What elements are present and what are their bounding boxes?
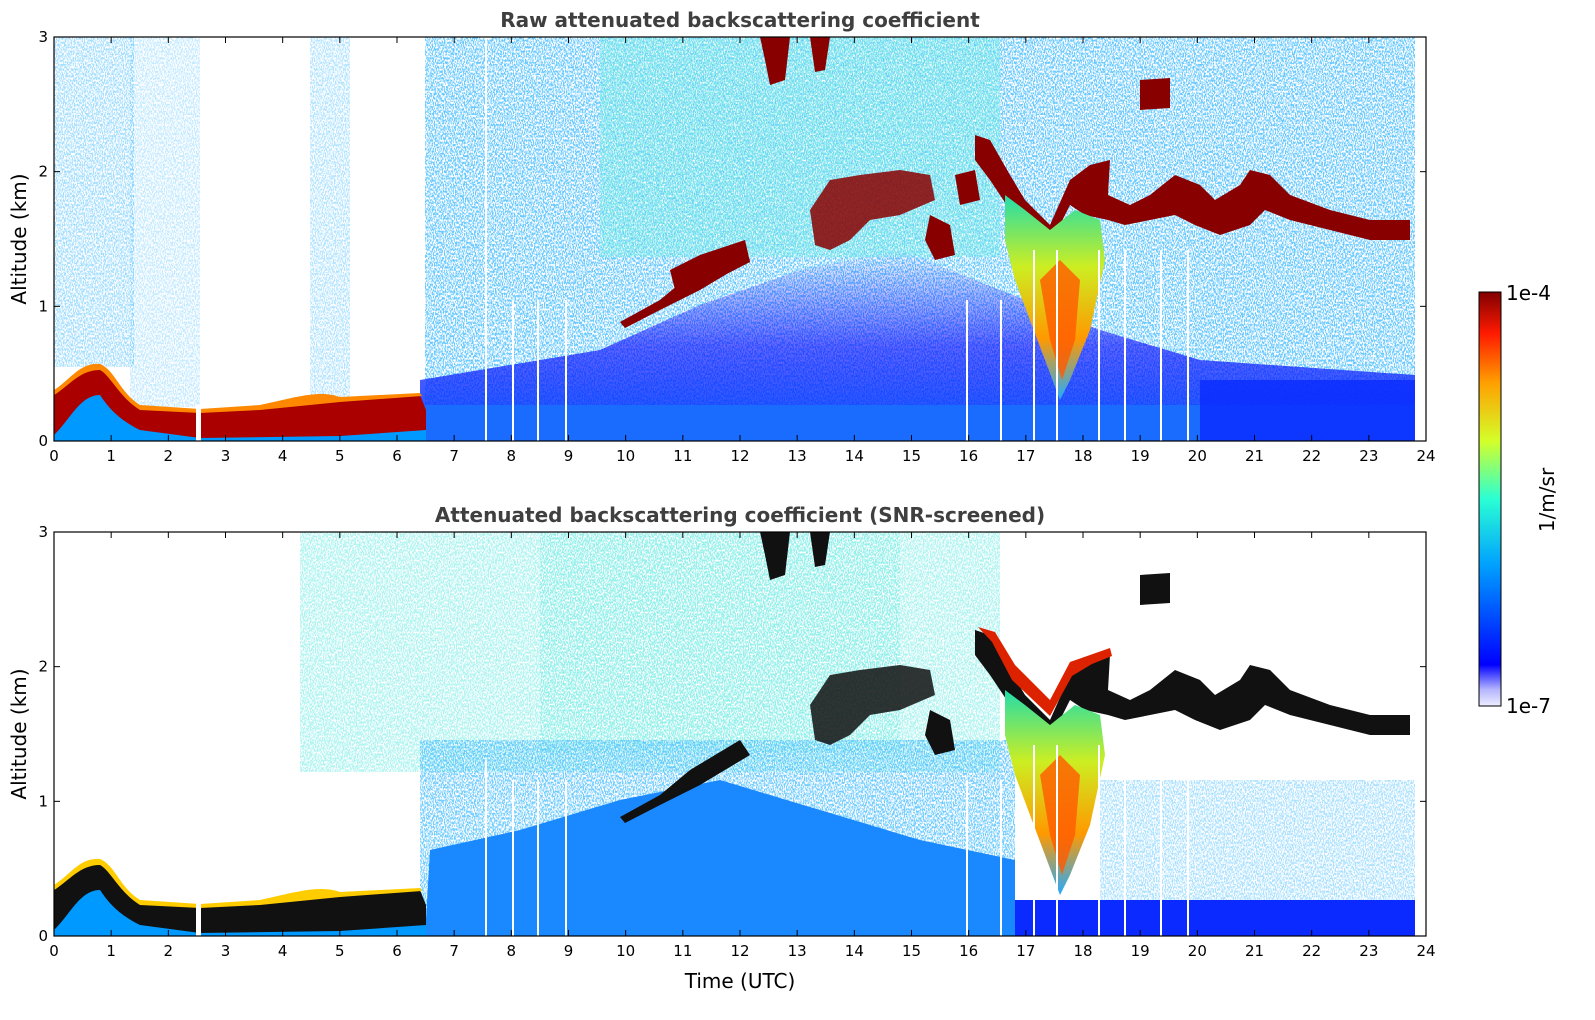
- colorbar-unit-label: 1/m/sr: [1535, 467, 1559, 532]
- x-tick-label: 4: [278, 447, 288, 465]
- x-tick-label: 15: [902, 447, 921, 465]
- y-tick-label: 1: [38, 792, 48, 810]
- x-tick-label: 7: [449, 942, 459, 960]
- x-tick-label: 2: [164, 942, 174, 960]
- y-axis-raw: 0 1 2 3: [38, 28, 1426, 450]
- x-axis-screened: 0 1 2 3 4 5 6 7 8 9 10 11 12 13 14 15 16 17 18 19 20 21 22 23 24: [49, 532, 1436, 960]
- x-tick-label: 9: [564, 942, 574, 960]
- y-tick-label: 2: [38, 163, 48, 181]
- x-tick-label: 1: [106, 942, 116, 960]
- x-tick-label: 1: [106, 447, 116, 465]
- x-tick-label: 10: [616, 447, 635, 465]
- x-tick-label: 20: [1188, 447, 1207, 465]
- x-tick-label: 0: [49, 447, 59, 465]
- x-tick-label: 14: [845, 447, 864, 465]
- x-tick-label: 13: [788, 942, 807, 960]
- x-tick-label: 4: [278, 942, 288, 960]
- x-tick-label: 24: [1416, 942, 1435, 960]
- y-tick-label: 0: [38, 927, 48, 945]
- x-tick-label: 22: [1302, 942, 1321, 960]
- y-axis-screened: 0 1 2 3: [38, 523, 1426, 945]
- x-tick-label: 22: [1302, 447, 1321, 465]
- x-tick-label: 3: [221, 447, 231, 465]
- x-tick-label: 12: [730, 942, 749, 960]
- y-tick-label: 3: [38, 28, 48, 46]
- x-tick-label: 16: [959, 447, 978, 465]
- panel-screened: Attenuated backscattering coefficient (S…: [7, 503, 1436, 993]
- x-tick-label: 11: [673, 447, 692, 465]
- x-tick-label: 6: [392, 942, 402, 960]
- x-tick-label: 2: [164, 447, 174, 465]
- y-axis-label-screened: Altitude (km): [7, 668, 31, 799]
- x-tick-label: 3: [221, 942, 231, 960]
- chart-title-screened: Attenuated backscattering coefficient (S…: [435, 503, 1045, 527]
- x-tick-label: 0: [49, 942, 59, 960]
- x-tick-label: 5: [335, 942, 345, 960]
- x-tick-label: 8: [507, 942, 517, 960]
- x-tick-label: 5: [335, 447, 345, 465]
- x-tick-label: 13: [788, 447, 807, 465]
- colorbar-max-label: 1e-4: [1506, 281, 1551, 305]
- x-tick-label: 21: [1245, 447, 1264, 465]
- y-axis-label-raw: Altitude (km): [7, 173, 31, 304]
- colorbar-min-label: 1e-7: [1506, 694, 1551, 718]
- y-tick-label: 0: [38, 432, 48, 450]
- chart-title-raw: Raw attenuated backscattering coefficien…: [500, 8, 980, 32]
- x-tick-label: 17: [1016, 447, 1035, 465]
- heatmap-raw: [54, 37, 1426, 441]
- y-tick-label: 2: [38, 658, 48, 676]
- y-tick-label: 3: [38, 523, 48, 541]
- x-tick-label: 10: [616, 942, 635, 960]
- x-tick-label: 17: [1016, 942, 1035, 960]
- heatmap-screened: [54, 532, 1426, 936]
- x-tick-label: 23: [1359, 447, 1378, 465]
- colorbar-gradient: [1478, 291, 1502, 707]
- x-tick-label: 7: [449, 447, 459, 465]
- x-tick-label: 8: [507, 447, 517, 465]
- x-axis-raw: 0 1 2 3 4 5 6 7 8 9 10 11 12 13 14 15 16 17 18 19 20 21 22 23 24: [49, 37, 1436, 465]
- x-axis-label: Time (UTC): [684, 969, 796, 993]
- x-tick-label: 15: [902, 942, 921, 960]
- colorbar: 1e-4 1e-7 1/m/sr: [1478, 281, 1559, 718]
- y-tick-label: 1: [38, 297, 48, 315]
- x-tick-label: 20: [1188, 942, 1207, 960]
- x-tick-label: 16: [959, 942, 978, 960]
- x-tick-label: 11: [673, 942, 692, 960]
- x-tick-label: 19: [1131, 942, 1150, 960]
- x-tick-label: 24: [1416, 447, 1435, 465]
- panel-raw: Raw attenuated backscattering coefficien…: [7, 8, 1436, 465]
- x-tick-label: 12: [730, 447, 749, 465]
- x-tick-label: 19: [1131, 447, 1150, 465]
- x-tick-label: 21: [1245, 942, 1264, 960]
- x-tick-label: 9: [564, 447, 574, 465]
- x-tick-label: 14: [845, 942, 864, 960]
- x-tick-label: 23: [1359, 942, 1378, 960]
- x-tick-label: 6: [392, 447, 402, 465]
- x-tick-label: 18: [1073, 447, 1092, 465]
- x-tick-label: 18: [1073, 942, 1092, 960]
